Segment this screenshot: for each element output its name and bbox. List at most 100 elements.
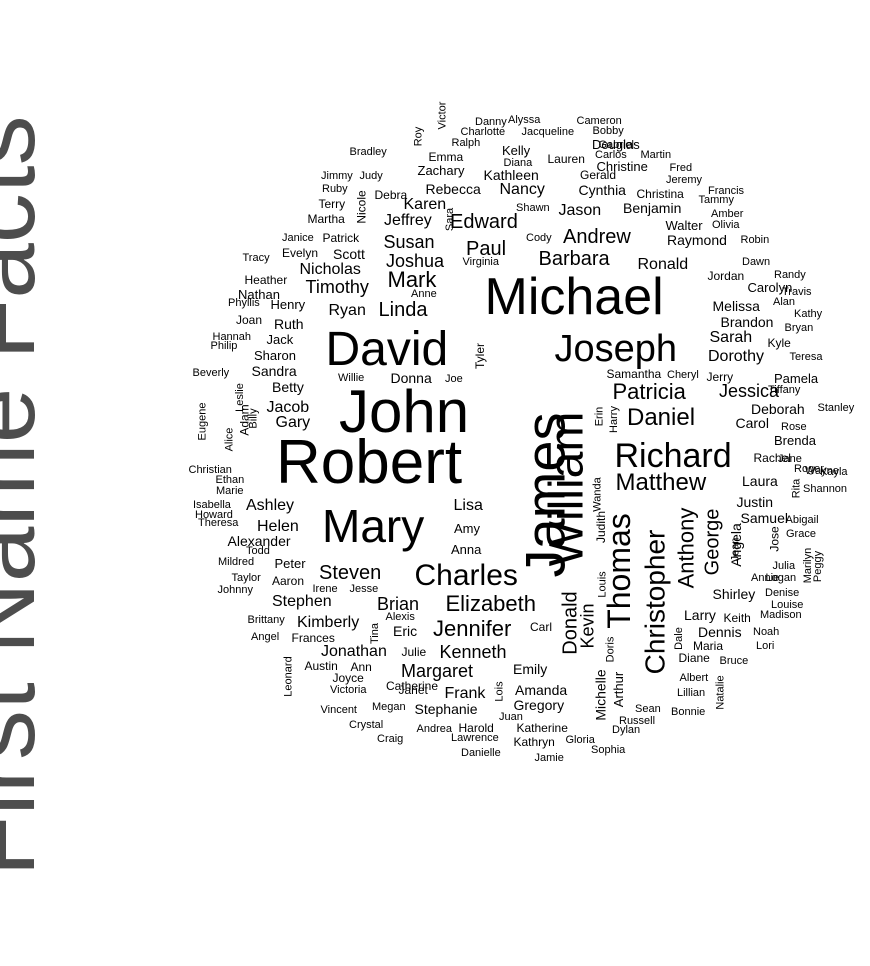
word-jimmy: Jimmy	[321, 169, 353, 182]
word-kathy: Kathy	[794, 307, 823, 320]
word-olivia: Olivia	[712, 218, 740, 231]
word-linda: Linda	[378, 299, 428, 321]
word-joe: Joe	[445, 372, 463, 385]
word-kathryn: Kathryn	[513, 735, 555, 749]
word-victoria: Victoria	[330, 683, 367, 696]
word-lauren: Lauren	[547, 152, 585, 166]
word-joshua: Joshua	[386, 251, 445, 271]
word-ashley: Ashley	[246, 497, 295, 514]
word-andrew: Andrew	[563, 226, 631, 248]
word-dennis: Dennis	[698, 624, 742, 640]
word-bobby: Bobby	[592, 124, 624, 137]
word-alyssa: Alyssa	[508, 113, 541, 126]
word-mark: Mark	[387, 267, 437, 292]
word-jonathan: Jonathan	[321, 643, 387, 660]
word-christine: Christine	[596, 158, 648, 174]
word-fred: Fred	[669, 161, 693, 174]
word-joyce: Joyce	[332, 671, 364, 685]
word-robin: Robin	[740, 233, 770, 246]
word-alexander: Alexander	[227, 533, 291, 549]
word-charlotte: Charlotte	[460, 125, 506, 138]
word-katherine: Katherine	[516, 721, 568, 735]
word-bradley: Bradley	[349, 145, 387, 158]
word-dawn: Dawn	[742, 255, 771, 268]
word-william: William	[539, 411, 593, 567]
word-evelyn: Evelyn	[282, 246, 319, 260]
word-samantha: Samantha	[606, 367, 662, 381]
word-brenda: Brenda	[774, 432, 816, 448]
word-russell: Russell	[619, 714, 656, 727]
word-steven: Steven	[319, 562, 382, 584]
word-nicole: Nicole	[354, 190, 369, 224]
word-nathan: Nathan	[238, 286, 280, 302]
word-jason: Jason	[558, 202, 602, 219]
word-crystal: Crystal	[349, 718, 384, 731]
word-brittany: Brittany	[247, 613, 285, 626]
word-harold: Harold	[458, 721, 494, 735]
word-michael: Michael	[484, 268, 664, 326]
word-dorothy: Dorothy	[708, 348, 765, 365]
word-theresa: Theresa	[198, 516, 239, 529]
word-madison: Madison	[760, 608, 802, 621]
word-gloria: Gloria	[565, 733, 595, 746]
word-shannon: Shannon	[803, 482, 848, 495]
word-johnny: Johnny	[217, 583, 253, 596]
word-wanda: Wanda	[591, 476, 604, 512]
word-francis: Francis	[708, 184, 745, 197]
word-alan: Alan	[773, 295, 796, 308]
word-harry: Harry	[607, 405, 620, 433]
word-diane: Diane	[678, 651, 710, 665]
word-danielle: Danielle	[461, 746, 501, 759]
word-justin: Justin	[736, 494, 774, 510]
word-walter: Walter	[665, 217, 703, 233]
word-marie: Marie	[216, 484, 244, 497]
word-melissa: Melissa	[712, 298, 760, 314]
word-anne: Anne	[411, 287, 437, 300]
word-cheryl: Cheryl	[667, 368, 699, 381]
word-stanley: Stanley	[817, 401, 855, 414]
word-carolyn: Carolyn	[747, 279, 793, 295]
word-cody: Cody	[526, 231, 552, 244]
word-debra: Debra	[374, 188, 408, 202]
word-stephanie: Stephanie	[414, 701, 478, 717]
word-joan: Joan	[236, 313, 263, 327]
word-lawrence: Lawrence	[451, 731, 499, 744]
word-sara: Sara	[443, 207, 456, 231]
word-cloud-canvas: First Name Facts James John Robert Michael W…	[0, 101, 855, 877]
word-larry: Larry	[684, 607, 716, 623]
word-roy: Roy	[412, 126, 425, 146]
word-logan: Logan	[765, 571, 797, 584]
word-jose: Jose	[767, 526, 782, 552]
word-denise: Denise	[765, 586, 800, 599]
word-bruce: Bruce	[719, 654, 749, 667]
word-tyler: Tyler	[473, 342, 488, 370]
word-judy: Judy	[359, 169, 383, 182]
word-sarah: Sarah	[709, 329, 753, 346]
word-nicholas: Nicholas	[299, 261, 361, 278]
word-jacqueline: Jacqueline	[521, 125, 575, 138]
word-peter: Peter	[274, 555, 306, 571]
word-charles: Charles	[414, 559, 518, 592]
word-emma: Emma	[428, 150, 464, 164]
word-ruby: Ruby	[322, 182, 348, 195]
word-willie: Willie	[338, 371, 365, 384]
word-deborah: Deborah	[751, 401, 805, 417]
word-lillian: Lillian	[677, 686, 706, 699]
word-roger: Roger	[794, 462, 824, 475]
word-ann: Ann	[350, 660, 372, 674]
word-kevin: Kevin	[577, 603, 598, 649]
word-eric: Eric	[393, 623, 418, 639]
word-amanda: Amanda	[515, 682, 568, 698]
word-nancy: Nancy	[499, 181, 545, 198]
word-carlos: Carlos	[595, 148, 627, 161]
word-richard: Richard	[614, 437, 732, 475]
word-victor: Victor	[436, 101, 449, 129]
word-gerald: Gerald	[580, 168, 617, 182]
word-samuel: Samuel	[740, 510, 788, 526]
word-gregory: Gregory	[513, 697, 565, 713]
word-barbara: Barbara	[538, 248, 610, 270]
word-donna: Donna	[390, 370, 432, 386]
word-robert: Robert	[276, 428, 463, 497]
word-alexis: Alexis	[385, 610, 415, 623]
word-sandra: Sandra	[251, 363, 297, 379]
